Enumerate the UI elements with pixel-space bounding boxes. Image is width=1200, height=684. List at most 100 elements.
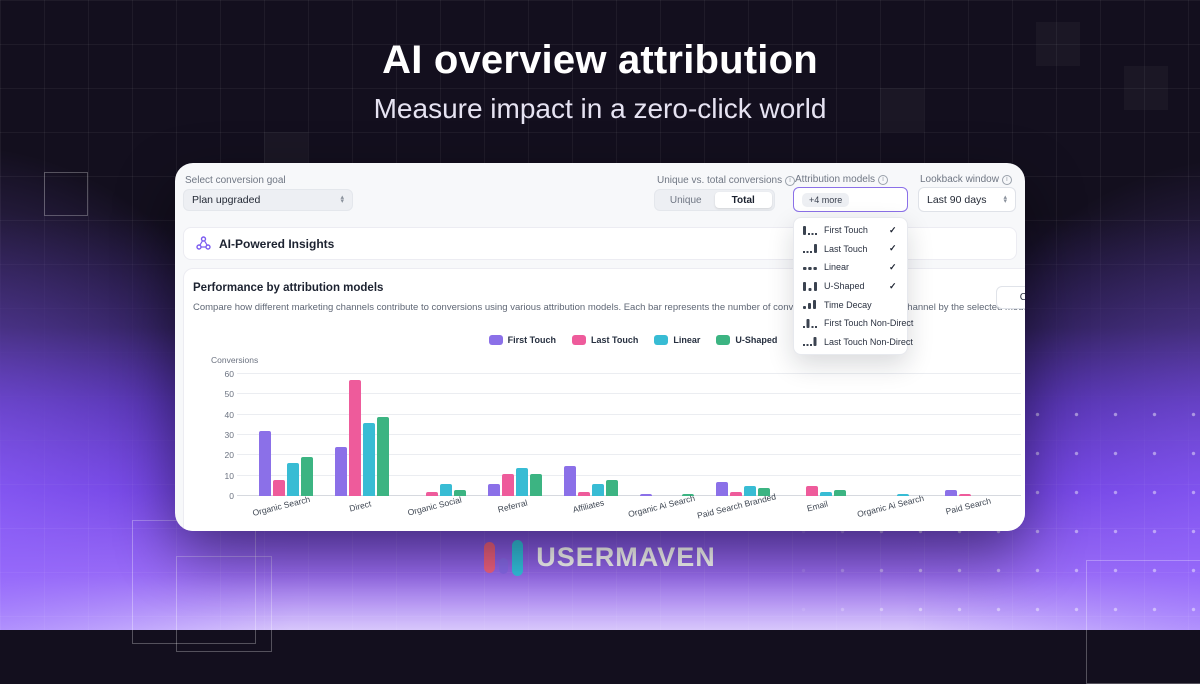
chart-plot-area: Organic Search Direct Organic Social Referr… — [237, 373, 1021, 521]
bar-first-touch[interactable] — [640, 493, 653, 496]
menu-item-last-touch[interactable]: Last Touch ✓ — [794, 240, 907, 259]
menu-item-first-touch-non-direct[interactable]: First Touch Non-Direct — [794, 314, 913, 333]
bar-first-touch[interactable] — [716, 481, 729, 496]
bar-first-touch[interactable] — [944, 489, 957, 496]
bar-last-touch[interactable] — [349, 380, 362, 496]
unique-total-label-text: Unique vs. total conversions — [657, 175, 783, 186]
gridline — [237, 434, 1021, 435]
bar-last-touch[interactable] — [958, 493, 971, 496]
bar-u-shaped[interactable] — [529, 473, 542, 496]
bar-first-touch[interactable] — [335, 447, 348, 496]
lookback-window-label: Lookback window i — [920, 174, 1012, 185]
menu-item-label: First Touch — [824, 225, 868, 236]
gridline — [237, 413, 1021, 415]
time-decay-model-icon — [803, 300, 816, 310]
bar-u-shaped[interactable] — [605, 479, 618, 496]
menu-item-first-touch[interactable]: First Touch ✓ — [794, 221, 907, 240]
attribution-models-chip[interactable]: +4 more — [802, 192, 850, 207]
chart-view-button[interactable]: Chart — [996, 286, 1025, 309]
gridline — [237, 454, 1021, 456]
bar-linear[interactable] — [363, 422, 376, 496]
page-title: AI overview attribution — [382, 38, 818, 82]
menu-item-label: Linear — [824, 262, 850, 273]
y-tick-label: 40 — [224, 409, 234, 420]
bar-linear[interactable] — [439, 483, 452, 496]
info-icon[interactable]: i — [785, 175, 796, 186]
bar-last-touch[interactable] — [577, 491, 590, 496]
bar-u-shaped[interactable] — [758, 487, 771, 496]
attribution-models-select[interactable]: +4 more — [793, 187, 908, 212]
legend-item-first-touch[interactable]: First Touch — [488, 335, 556, 345]
y-tick-label: 60 — [224, 369, 234, 379]
legend-swatch — [654, 335, 669, 345]
bar-linear[interactable] — [744, 485, 757, 496]
info-icon[interactable]: i — [878, 174, 889, 185]
gridline — [237, 474, 1021, 476]
bar-linear[interactable] — [896, 493, 909, 496]
brand-name: USERMAVEN — [536, 541, 716, 572]
bar-last-touch[interactable] — [273, 479, 286, 496]
menu-item-label: Last Touch — [824, 243, 868, 254]
toggle-option-total[interactable]: Total — [714, 192, 772, 208]
u-shaped-model-icon — [803, 281, 817, 291]
lookback-window-label-text: Lookback window — [920, 174, 999, 185]
conversion-goal-label: Select conversion goal — [185, 175, 286, 186]
x-axis-label: Organic Social — [406, 494, 463, 518]
bar-last-touch[interactable] — [501, 473, 514, 496]
bar-first-touch[interactable] — [259, 430, 272, 496]
bar-u-shaped[interactable] — [682, 493, 695, 496]
bar-group: Organic Ai Search — [627, 374, 696, 519]
bar-group: Paid Search — [944, 374, 999, 516]
legend-item-u-shaped[interactable]: U-Shaped — [716, 335, 777, 345]
linear-model-icon — [803, 266, 817, 270]
legend-swatch — [488, 335, 503, 345]
menu-item-time-decay[interactable]: Time Decay — [794, 295, 907, 314]
menu-item-label: U-Shaped — [824, 281, 865, 292]
bar-last-touch[interactable] — [806, 485, 819, 496]
menu-item-linear[interactable]: Linear ✓ — [794, 258, 907, 277]
bar-u-shaped[interactable] — [377, 416, 390, 496]
menu-item-u-shaped[interactable]: U-Shaped ✓ — [794, 277, 907, 296]
info-icon[interactable]: i — [1001, 174, 1012, 185]
conversion-goal-value: Plan upgraded — [192, 194, 261, 206]
menu-item-label: First Touch Non-Direct — [824, 318, 914, 329]
check-icon: ✓ — [889, 224, 897, 235]
bar-first-touch[interactable] — [563, 465, 576, 496]
legend-item-linear[interactable]: Linear — [654, 335, 700, 345]
page-subtitle: Measure impact in a zero-click world — [373, 93, 827, 124]
first-touch-non-direct-model-icon — [803, 318, 817, 328]
menu-item-last-touch-non-direct[interactable]: Last Touch Non-Direct — [794, 333, 913, 352]
last-touch-non-direct-model-icon — [803, 337, 817, 347]
conversion-goal-select[interactable]: Plan upgraded ▴ ▾ — [183, 189, 353, 211]
bar-linear[interactable] — [820, 491, 833, 496]
menu-item-label: Last Touch Non-Direct — [824, 336, 913, 347]
bar-last-touch[interactable] — [425, 491, 438, 496]
bar-last-touch[interactable] — [730, 491, 743, 496]
bar-group: Organic Social — [406, 374, 466, 518]
toggle-option-unique[interactable]: Unique — [669, 194, 702, 206]
y-tick-label: 20 — [224, 450, 234, 461]
footer-brand: USERMAVEN — [0, 538, 1200, 576]
bar-group: Organic Search — [252, 374, 314, 518]
bar-linear[interactable] — [287, 463, 300, 496]
bar-u-shaped[interactable] — [301, 457, 314, 496]
legend-swatch — [716, 335, 731, 345]
legend-label: U-Shaped — [735, 335, 778, 345]
chevron-updown-icon: ▴ ▾ — [1003, 193, 1007, 205]
bar-u-shaped[interactable] — [834, 489, 847, 496]
gridline — [237, 373, 1021, 374]
y-tick-label: 0 — [229, 491, 234, 501]
logo-bar-pink — [484, 542, 496, 573]
attribution-models-label: Attribution models i — [795, 174, 889, 185]
lookback-window-select[interactable]: Last 90 days ▴ ▾ — [918, 187, 1016, 212]
bar-first-touch[interactable] — [487, 483, 500, 496]
legend-item-last-touch[interactable]: Last Touch — [571, 335, 638, 345]
x-axis-label: Referral — [496, 497, 529, 515]
unique-total-label: Unique vs. total conversions i — [657, 175, 796, 186]
bar-linear[interactable] — [591, 483, 604, 496]
x-axis-label: Email — [806, 498, 830, 514]
first-touch-model-icon — [803, 225, 817, 235]
attribution-models-menu: First Touch ✓ Last Touch ✓ Linear ✓ U-Sh… — [793, 217, 913, 356]
bar-u-shaped[interactable] — [453, 489, 466, 496]
bar-linear[interactable] — [515, 467, 528, 496]
